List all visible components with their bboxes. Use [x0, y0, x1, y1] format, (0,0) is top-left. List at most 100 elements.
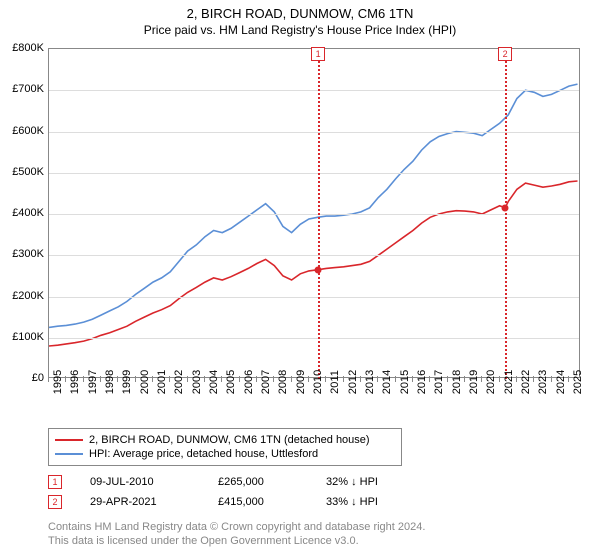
legend-label: 2, BIRCH ROAD, DUNMOW, CM6 1TN (detached…	[89, 434, 370, 446]
x-tick	[65, 376, 66, 382]
events-table: 1 09-JUL-2010 £265,000 32% ↓ HPI 2 29-APR-202…	[48, 472, 580, 512]
event-line	[505, 49, 507, 379]
event-table-row: 2 29-APR-2021 £415,000 33% ↓ HPI	[48, 492, 580, 512]
x-axis-label: 2005	[225, 370, 237, 394]
x-axis-label: 2025	[572, 370, 584, 394]
x-tick	[152, 376, 153, 382]
x-axis-label: 2020	[485, 370, 497, 394]
y-axis-label: £500K	[12, 166, 44, 178]
x-tick	[360, 376, 361, 382]
x-axis-label: 2001	[156, 370, 168, 394]
x-axis-label: 2011	[329, 370, 341, 394]
y-gridline	[49, 255, 579, 256]
x-tick	[239, 376, 240, 382]
x-axis-label: 2002	[173, 370, 185, 394]
x-axis-label: 2010	[312, 370, 324, 394]
event-hpi-delta: 33% ↓ HPI	[326, 496, 426, 508]
x-tick	[499, 376, 500, 382]
event-price: £265,000	[218, 476, 298, 488]
legend-label: HPI: Average price, detached house, Uttl…	[89, 448, 318, 460]
x-axis-label: 2009	[295, 370, 307, 394]
legend-row: 2, BIRCH ROAD, DUNMOW, CM6 1TN (detached…	[55, 433, 395, 447]
x-tick	[429, 376, 430, 382]
x-tick	[481, 376, 482, 382]
y-axis-label: £600K	[12, 125, 44, 137]
x-tick	[135, 376, 136, 382]
attribution-text: Contains HM Land Registry data © Crown c…	[48, 520, 580, 549]
x-axis-label: 2000	[139, 370, 151, 394]
x-axis-label: 2006	[243, 370, 255, 394]
x-axis-label: 2015	[399, 370, 411, 394]
legend-swatch	[55, 453, 83, 455]
x-axis-label: 2012	[347, 370, 359, 394]
attribution-line2: This data is licensed under the Open Gov…	[48, 534, 580, 548]
y-axis-label: £800K	[12, 42, 44, 54]
event-hpi-delta: 32% ↓ HPI	[326, 476, 426, 488]
y-axis-label: £300K	[12, 248, 44, 260]
event-price: £415,000	[218, 496, 298, 508]
y-gridline	[49, 214, 579, 215]
x-tick	[464, 376, 465, 382]
x-tick	[377, 376, 378, 382]
x-axis-label: 2007	[260, 370, 272, 394]
x-tick	[412, 376, 413, 382]
x-axis-label: 1995	[52, 370, 64, 394]
event-marker: 1	[311, 47, 325, 61]
event-line	[318, 49, 320, 379]
legend-row: HPI: Average price, detached house, Uttl…	[55, 447, 395, 461]
y-axis-label: £100K	[12, 331, 44, 343]
x-tick	[169, 376, 170, 382]
x-tick	[568, 376, 569, 382]
x-axis-label: 2022	[520, 370, 532, 394]
x-axis-label: 2023	[537, 370, 549, 394]
x-tick	[533, 376, 534, 382]
x-tick	[516, 376, 517, 382]
x-axis-label: 2014	[381, 370, 393, 394]
chart-title-subtitle: Price paid vs. HM Land Registry's House …	[0, 23, 600, 37]
chart-title-block: 2, BIRCH ROAD, DUNMOW, CM6 1TN Price pai…	[0, 0, 600, 37]
event-date: 29-APR-2021	[90, 496, 190, 508]
event-number-box: 1	[48, 475, 62, 489]
y-axis-label: £700K	[12, 83, 44, 95]
event-date: 09-JUL-2010	[90, 476, 190, 488]
x-tick	[395, 376, 396, 382]
x-tick	[308, 376, 309, 382]
event-number-box: 2	[48, 495, 62, 509]
y-gridline	[49, 338, 579, 339]
x-axis-label: 2004	[208, 370, 220, 394]
event-table-row: 1 09-JUL-2010 £265,000 32% ↓ HPI	[48, 472, 580, 492]
y-gridline	[49, 90, 579, 91]
series-property	[49, 181, 578, 346]
x-tick	[325, 376, 326, 382]
x-tick	[447, 376, 448, 382]
x-tick	[100, 376, 101, 382]
x-tick	[204, 376, 205, 382]
legend-box: 2, BIRCH ROAD, DUNMOW, CM6 1TN (detached…	[48, 428, 402, 466]
attribution-line1: Contains HM Land Registry data © Crown c…	[48, 520, 580, 534]
x-axis-label: 1996	[69, 370, 81, 394]
event-dot	[315, 266, 322, 273]
x-tick	[117, 376, 118, 382]
chart-title-address: 2, BIRCH ROAD, DUNMOW, CM6 1TN	[0, 6, 600, 21]
x-axis-label: 2017	[433, 370, 445, 394]
x-axis-label: 1998	[104, 370, 116, 394]
chart-area: 12 £0£100K£200K£300K£400K£500K£600K£700K…	[48, 48, 580, 378]
y-gridline	[49, 173, 579, 174]
x-axis-label: 1997	[87, 370, 99, 394]
y-gridline	[49, 297, 579, 298]
event-marker: 2	[498, 47, 512, 61]
x-tick	[256, 376, 257, 382]
y-axis-label: £400K	[12, 207, 44, 219]
x-axis-label: 1999	[121, 370, 133, 394]
x-axis-label: 2016	[416, 370, 428, 394]
y-axis-label: £0	[32, 372, 44, 384]
x-axis-label: 2008	[277, 370, 289, 394]
x-tick	[343, 376, 344, 382]
legend-swatch	[55, 439, 83, 441]
x-tick	[291, 376, 292, 382]
x-tick	[221, 376, 222, 382]
x-axis-label: 2021	[503, 370, 515, 394]
x-axis-label: 2018	[451, 370, 463, 394]
x-tick	[48, 376, 49, 382]
plot-region: 12	[48, 48, 580, 378]
